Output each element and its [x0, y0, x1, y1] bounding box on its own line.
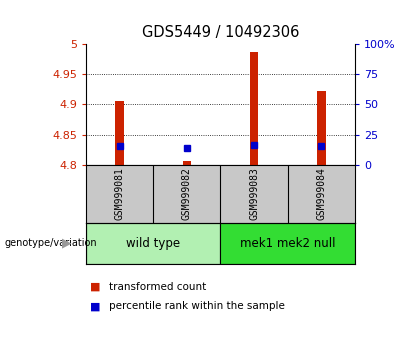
Text: transformed count: transformed count [109, 282, 207, 292]
Text: GSM999083: GSM999083 [249, 167, 259, 220]
Text: ■: ■ [90, 282, 101, 292]
Bar [116, 101, 124, 165]
Text: GSM999082: GSM999082 [182, 167, 192, 220]
Bar [250, 52, 258, 165]
Text: mek1 mek2 null: mek1 mek2 null [240, 237, 336, 250]
Text: percentile rank within the sample: percentile rank within the sample [109, 301, 285, 311]
Bar [86, 223, 221, 264]
Text: ▶: ▶ [63, 237, 72, 250]
Text: wild type: wild type [126, 237, 180, 250]
Text: GSM999081: GSM999081 [115, 167, 125, 220]
Text: ■: ■ [90, 301, 101, 311]
Bar [183, 161, 191, 165]
Bar [220, 223, 355, 264]
Text: GSM999084: GSM999084 [316, 167, 326, 220]
Text: genotype/variation: genotype/variation [4, 238, 97, 249]
Bar [317, 91, 326, 165]
Title: GDS5449 / 10492306: GDS5449 / 10492306 [142, 25, 299, 40]
